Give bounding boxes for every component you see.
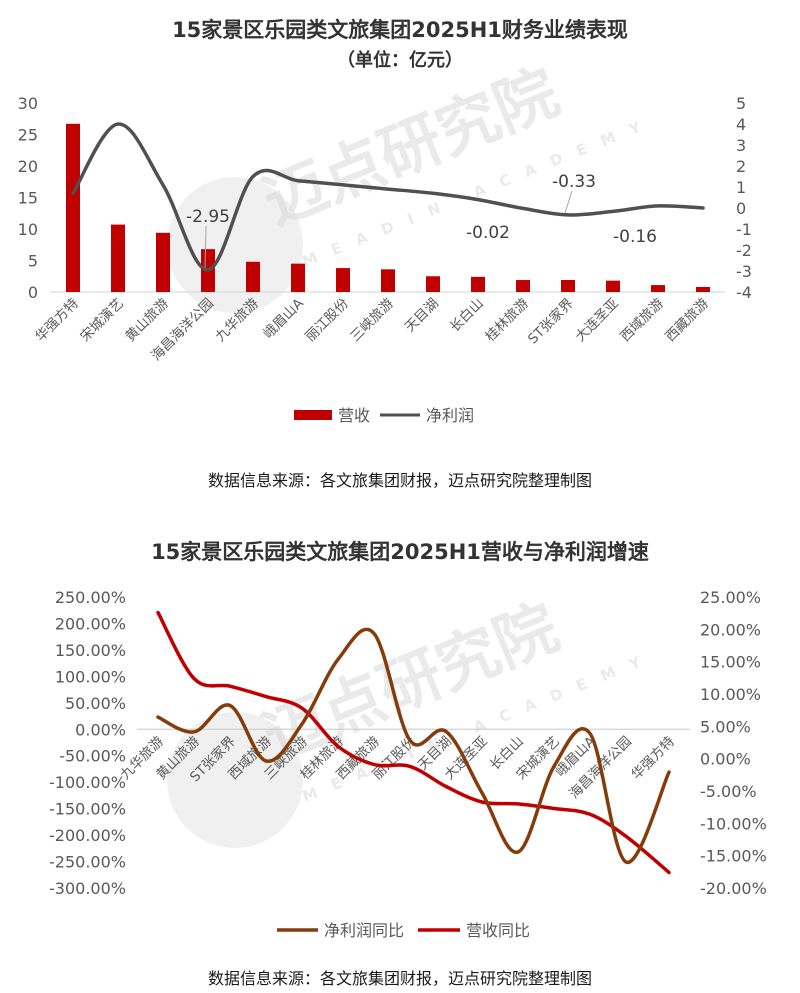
right-axis-tick: -1 (736, 220, 752, 239)
right-axis-tick: -20.00% (700, 879, 767, 898)
right-axis-tick: 0.00% (700, 750, 751, 769)
legend-profit-yoy-label: 净利润同比 (324, 921, 404, 940)
revenue-bar (246, 261, 260, 292)
net-profit-data-label: -0.02 (466, 223, 510, 243)
legend-revenue-yoy-label: 营收同比 (466, 921, 530, 940)
net-profit-data-label: -0.16 (613, 227, 657, 247)
right-axis-tick: 0 (736, 199, 746, 218)
left-axis-tick: 10 (18, 220, 38, 239)
chart2-title: 15家景区乐园类文旅集团2025H1营收与净利润增速 (151, 540, 649, 564)
left-axis-tick: 150.00% (55, 641, 126, 660)
right-axis-tick: 20.00% (700, 620, 761, 639)
left-axis-tick: 250.00% (55, 588, 126, 607)
left-axis-tick: 25 (18, 126, 38, 145)
revenue-bar (66, 123, 80, 292)
left-axis-tick: -200.00% (49, 826, 126, 845)
left-axis-tick: 30 (18, 94, 38, 113)
net-profit-data-label: -2.95 (186, 207, 230, 227)
left-axis-tick: -50.00% (59, 747, 126, 766)
legend-net-profit-label: 净利润 (426, 406, 474, 425)
left-axis-tick: 0 (28, 283, 38, 302)
x-axis-category-label: 华强方特 (628, 734, 677, 783)
revenue-bar (426, 276, 440, 292)
revenue-bar (291, 263, 305, 292)
left-axis-tick: 100.00% (55, 667, 126, 686)
left-axis-tick: 20 (18, 157, 38, 176)
chart1-title: 15家景区乐园类文旅集团2025H1财务业绩表现 (172, 18, 628, 42)
right-axis-tick: 25.00% (700, 588, 761, 607)
chart1-source-note: 数据信息来源：各文旅集团财报，迈点研究院整理制图 (207, 471, 592, 490)
left-axis-tick: -150.00% (49, 800, 126, 819)
left-axis-tick: 50.00% (65, 694, 126, 713)
net-profit-yoy-line (156, 627, 671, 864)
revenue-bar (336, 268, 350, 292)
right-axis-tick: 15.00% (700, 653, 761, 672)
revenue-bar (651, 285, 665, 292)
right-axis-tick: -4 (736, 283, 752, 302)
legend-revenue-label: 营收 (338, 406, 370, 425)
right-axis-tick: -3 (736, 262, 752, 281)
chart2-source-note: 数据信息来源：各文旅集团财报，迈点研究院整理制图 (207, 969, 592, 988)
net-profit-data-label: -0.33 (552, 172, 596, 192)
revenue-bar (381, 269, 395, 292)
revenue-bar (516, 280, 530, 292)
right-axis-tick: -2 (736, 241, 752, 260)
revenue-bar (471, 276, 485, 292)
revenue-bar (111, 224, 125, 292)
right-axis-tick: 2 (736, 157, 746, 176)
revenue-bar (606, 280, 620, 292)
left-axis-tick: 0.00% (75, 720, 126, 739)
right-axis-tick: 4 (736, 115, 746, 134)
left-axis-tick: 5 (28, 252, 38, 271)
chart1-legend: 营收 净利润 (294, 406, 474, 425)
revenue-yoy-line (156, 610, 671, 875)
right-axis-tick: -5.00% (700, 782, 757, 801)
right-axis-tick: 1 (736, 178, 746, 197)
right-axis-tick: 5.00% (700, 717, 751, 736)
revenue-bar (696, 286, 710, 292)
right-axis-tick: -10.00% (700, 814, 767, 833)
left-axis-tick: -300.00% (49, 879, 126, 898)
left-axis-tick: 200.00% (55, 614, 126, 633)
revenue-bar (156, 232, 170, 292)
legend-bar-swatch (294, 410, 332, 420)
chart1-subtitle: （单位：亿元） (337, 50, 463, 71)
net-profit-line (71, 122, 705, 272)
right-axis-tick: 3 (736, 136, 746, 155)
right-axis-tick: 10.00% (700, 685, 761, 704)
revenue-bar (561, 280, 575, 292)
left-axis-tick: 15 (18, 189, 38, 208)
left-axis-tick: -250.00% (49, 853, 126, 872)
right-axis-tick: -15.00% (700, 847, 767, 866)
left-axis-tick: -100.00% (49, 773, 126, 792)
right-axis-tick: 5 (736, 94, 746, 113)
chart2-legend: 净利润同比 营收同比 (277, 921, 530, 940)
